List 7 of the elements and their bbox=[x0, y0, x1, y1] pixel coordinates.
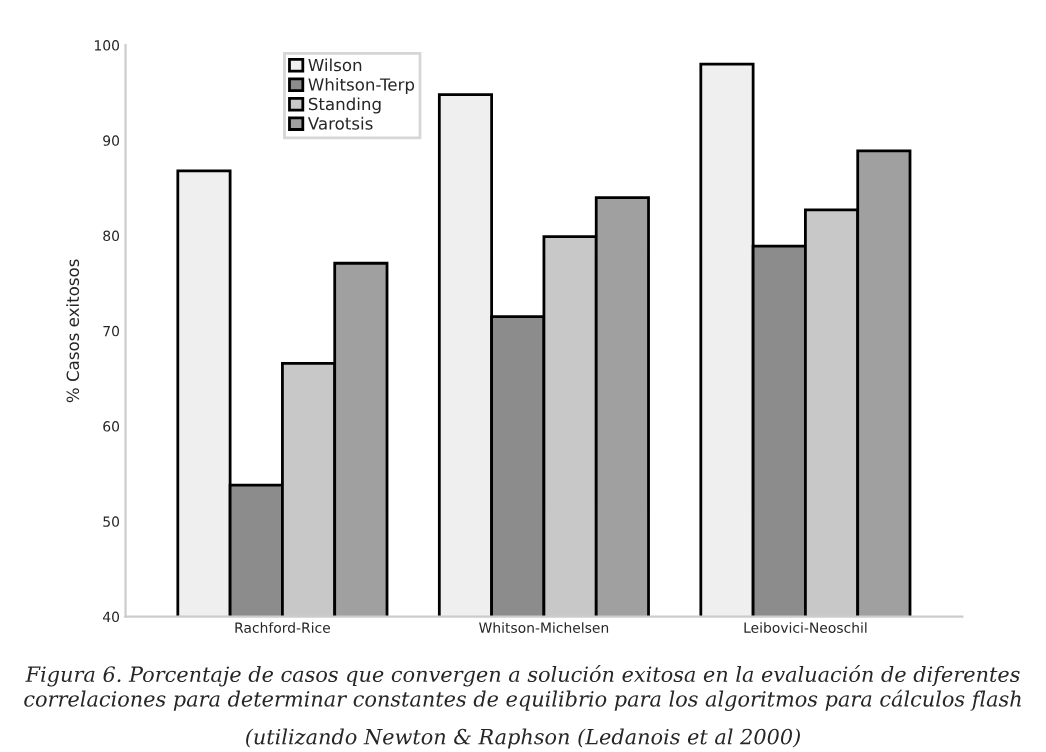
y-axis-title: % Casos exitosos bbox=[66, 259, 80, 403]
text: (utilizando Newton & Raphson (Ledanois et al 2000) bbox=[246, 728, 800, 749]
legend-label: Whitson-Terp bbox=[308, 77, 415, 95]
text: Figura 6. Porcentaje de casos que convergen a solución exitosa en la evaluación de diferentes correlaciones para determinar constantes de equilibrio para los algoritmos para cálculos flash bbox=[24, 665, 1021, 712]
legend-label: Varotsis bbox=[307, 116, 373, 130]
legend-label: Standing bbox=[308, 97, 381, 114]
legend-label: Wilson bbox=[308, 58, 362, 72]
